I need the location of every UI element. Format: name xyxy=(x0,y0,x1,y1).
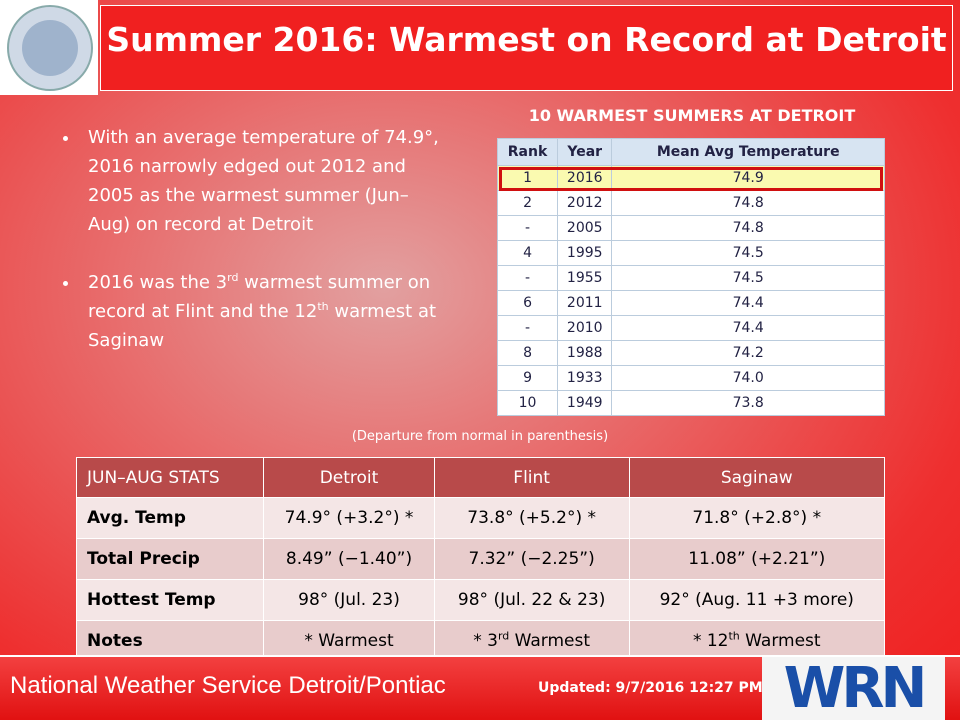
cell: - xyxy=(496,265,559,291)
cell: 74.4 xyxy=(611,315,885,341)
table-row: -2005 74.8 xyxy=(496,215,885,241)
column-header: Mean Avg Temperature xyxy=(611,138,885,166)
office-name: National Weather Service Detroit/Pontiac xyxy=(10,672,446,699)
table-row: -1955 74.5 xyxy=(496,265,885,291)
text-part: Warmest xyxy=(509,631,591,651)
table-row: 9 1933 74.0 xyxy=(496,365,885,391)
cell: 74.4 xyxy=(611,290,885,316)
text-part: Warmest xyxy=(739,631,821,651)
cell: 2012 xyxy=(557,190,613,216)
superscript: th xyxy=(728,629,740,643)
cell: 71.8° (+2.8°) * xyxy=(628,497,886,539)
cell: 7.32” (−2.25”) xyxy=(433,538,630,580)
column-header: Flint xyxy=(433,457,630,498)
cell: 73.8 xyxy=(611,390,885,416)
cell: 1955 xyxy=(557,265,613,291)
cell: 98° (Jul. 23) xyxy=(263,579,435,621)
note: (Departure from normal in parenthesis) xyxy=(351,429,609,444)
title: Summer 2016: Warmest on Record at Detroi… xyxy=(106,20,947,59)
cell: 2010 xyxy=(557,315,613,341)
cell: 2005 xyxy=(557,215,613,241)
table-row: Avg. Temp 74.9° (+3.2°) * 73.8° (+5.2°) * 7… xyxy=(75,497,886,539)
cell: Hottest Temp xyxy=(75,579,265,621)
cell: 6 xyxy=(496,290,559,316)
cell: - xyxy=(496,315,559,341)
table-row: -2010 74.4 xyxy=(496,315,885,341)
cell: 1933 xyxy=(557,365,613,391)
superscript: rd xyxy=(227,271,239,284)
bullet: 2016 was the 3rd warmest summer on recor… xyxy=(80,268,440,355)
text-part: warmest at Saginaw xyxy=(88,301,437,351)
bullet-list: With an average temperature of 74.9°, 20… xyxy=(40,123,440,384)
table-row: 6 2011 74.4 xyxy=(496,290,885,316)
text-part: * 3 xyxy=(473,631,498,651)
bullet: With an average temperature of 74.9°, 20… xyxy=(80,123,440,239)
column-header: Year xyxy=(557,138,613,166)
cell: 2011 xyxy=(557,290,613,316)
cell: 74.2 xyxy=(611,340,885,366)
column-header: JUN–AUG STATS xyxy=(75,457,265,498)
cell: Total Precip xyxy=(75,538,265,580)
cell: 8.49” (−1.40”) xyxy=(263,538,435,580)
cell: 11.08” (+2.21”) xyxy=(628,538,886,580)
cell: 74.0 xyxy=(611,365,885,391)
table-row: Hottest Temp 98° (Jul. 23) 98° (Jul. 22 & … xyxy=(75,579,886,621)
column-header: Saginaw xyxy=(628,457,886,498)
table-row: 10 1949 73.8 xyxy=(496,390,885,416)
cell: 74.5 xyxy=(611,240,885,266)
stats-table: JUN–AUG STATS Detroit Flint Saginaw Avg. Tem… xyxy=(75,457,886,662)
table-title: 10 WARMEST SUMMERS AT DETROIT xyxy=(528,106,856,125)
cell: 74.8 xyxy=(611,215,885,241)
column-header: Rank xyxy=(496,138,559,166)
table-row: 2 2012 74.8 xyxy=(496,190,885,216)
text-part: 2016 was the 3 xyxy=(88,272,228,293)
cell: Avg. Temp xyxy=(75,497,265,539)
cell: 74.9° (+3.2°) * xyxy=(263,497,435,539)
table-row: 8 1988 74.2 xyxy=(496,340,885,366)
cell: 74.5 xyxy=(611,265,885,291)
cell: - xyxy=(496,215,559,241)
cell: 8 xyxy=(496,340,559,366)
nws-logo xyxy=(0,0,98,95)
cell: * 3rd Warmest xyxy=(433,620,630,662)
title-banner xyxy=(100,5,953,91)
cell: 9 xyxy=(496,365,559,391)
cell: 1949 xyxy=(557,390,613,416)
table-row: Total Precip 8.49” (−1.40”) 7.32” (−2.25”)… xyxy=(75,538,886,580)
cell: 74.8 xyxy=(611,190,885,216)
text-part: * 12 xyxy=(692,631,729,651)
cell: 92° (Aug. 11 +3 more) xyxy=(628,579,886,621)
text-part: With an average temperature of 74.9°, 20… xyxy=(88,127,439,235)
cell: 2 xyxy=(496,190,559,216)
table-row: 4 1995 74.5 xyxy=(496,240,885,266)
text-part: warmest summer on record at Flint and th… xyxy=(88,272,431,322)
wrn-logo: WRN xyxy=(762,657,945,720)
cell: 1995 xyxy=(557,240,613,266)
column-header: Detroit xyxy=(263,457,435,498)
header-row: Rank Year Mean Avg Temperature xyxy=(496,138,885,166)
rank-table: Rank Year Mean Avg Temperature 1 2016 74.9 2 20… xyxy=(496,138,885,416)
updated: Updated: 9/7/2016 12:27 PM xyxy=(538,680,763,696)
cell: 98° (Jul. 22 & 23) xyxy=(433,579,630,621)
superscript: rd xyxy=(497,629,510,643)
cell: 73.8° (+5.2°) * xyxy=(433,497,630,539)
superscript: th xyxy=(317,300,329,313)
highlight-box xyxy=(499,167,883,191)
cell: 1988 xyxy=(557,340,613,366)
cell: 10 xyxy=(496,390,559,416)
header-row: JUN–AUG STATS Detroit Flint Saginaw xyxy=(75,457,886,498)
cell: 4 xyxy=(496,240,559,266)
